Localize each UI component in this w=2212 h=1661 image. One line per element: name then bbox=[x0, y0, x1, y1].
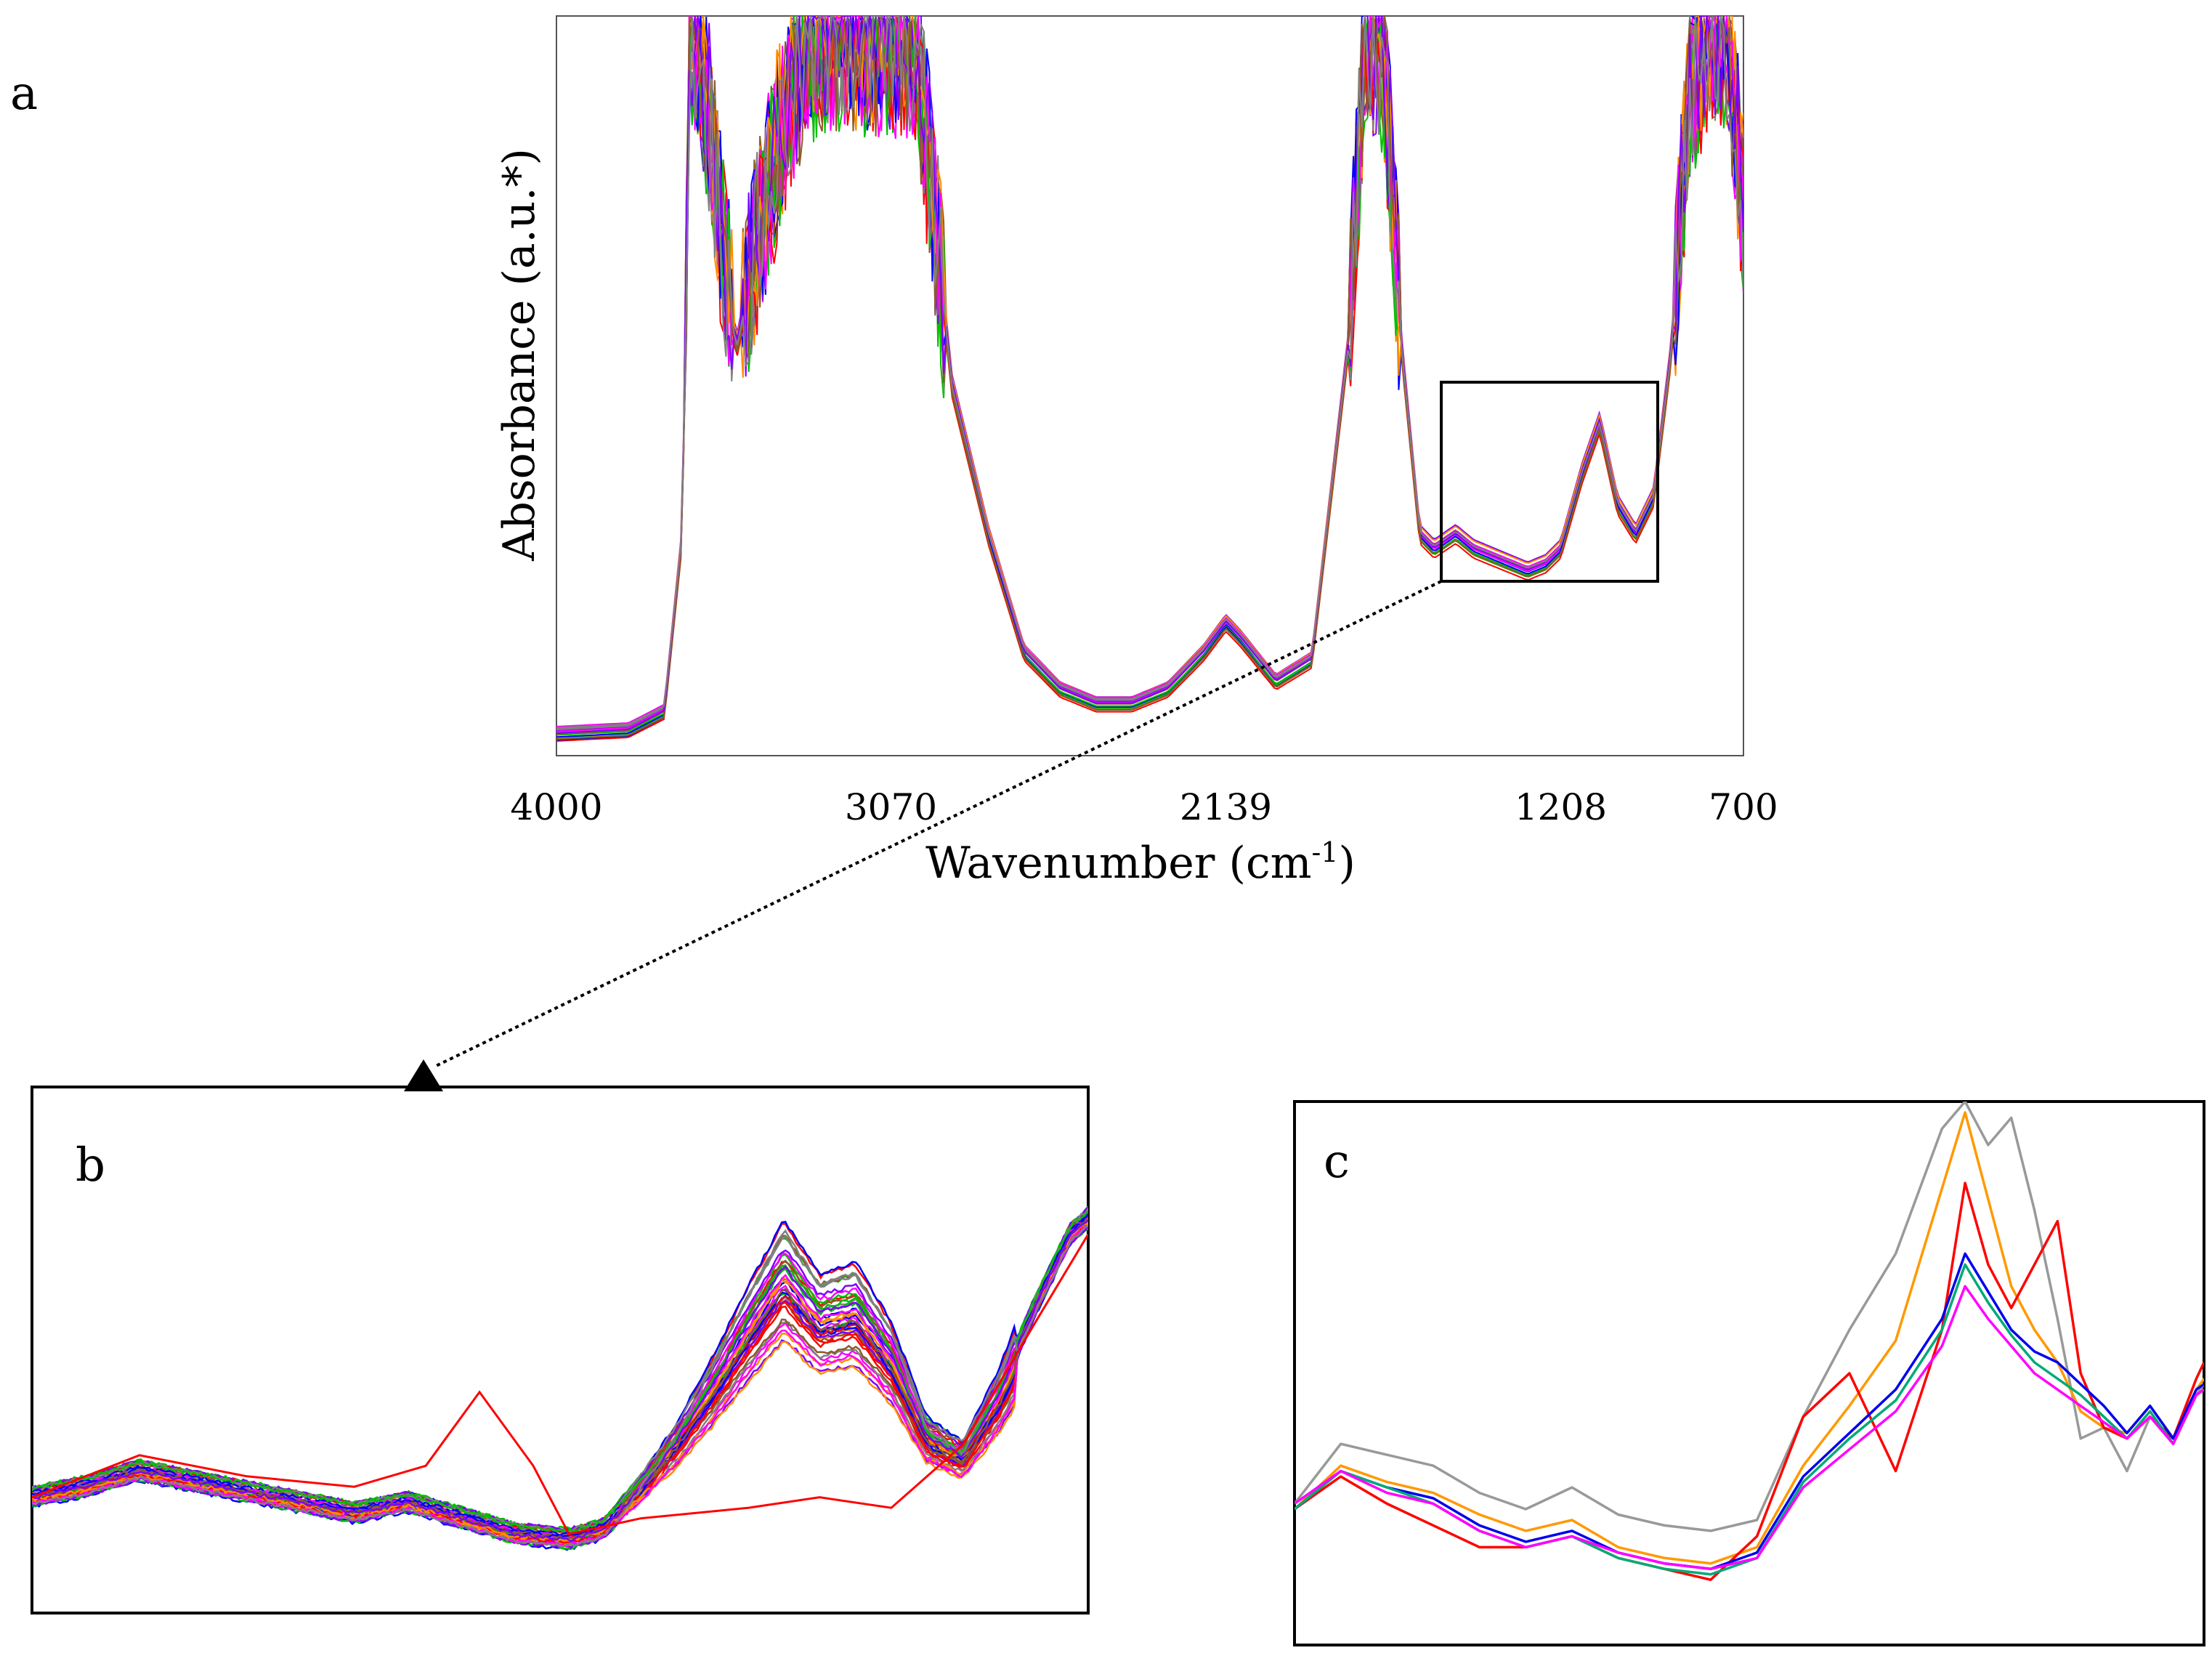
panel-c-frame bbox=[1293, 1100, 2205, 1646]
panel-letter-b: b bbox=[76, 1139, 105, 1192]
panel-b-spectrum-line bbox=[32, 1217, 1088, 1543]
panel-a-spectrum-line bbox=[556, 16, 1743, 735]
panel-c-series-red bbox=[1295, 1181, 2204, 1581]
panel-c-series-magenta bbox=[1295, 1285, 2204, 1571]
panel-a-x-tick-label: 3070 bbox=[845, 786, 937, 828]
panel-b-spectrum-line bbox=[32, 1219, 1088, 1543]
panel-a-x-tick-label: 1208 bbox=[1515, 786, 1607, 828]
panel-c-plot-area bbox=[1295, 1102, 2204, 1581]
panel-b-plot-area bbox=[32, 1205, 1088, 1551]
panel-a-zoom-box bbox=[1440, 381, 1659, 583]
panel-b-spectrum-line bbox=[32, 1224, 1088, 1546]
panel-a-spectrum-line bbox=[556, 16, 1743, 736]
panel-a-spectrum-line bbox=[556, 16, 1743, 729]
panel-a-spectrum-line bbox=[556, 16, 1743, 738]
panel-a-spectrum-line bbox=[556, 16, 1743, 732]
panel-a-frame bbox=[556, 15, 1744, 756]
panel-a-spectrum-line bbox=[556, 16, 1743, 730]
panel-b-spectrum-line bbox=[32, 1228, 1088, 1551]
panel-b-spectrum-line bbox=[32, 1222, 1088, 1545]
panel-a-spectrum-line bbox=[556, 16, 1743, 734]
panel-a-spectrum-line bbox=[556, 16, 1743, 727]
panel-a-spectrum-line bbox=[556, 16, 1743, 728]
panel-b-spectrum-line bbox=[32, 1224, 1088, 1547]
panel-b-spectrum-line bbox=[32, 1223, 1088, 1548]
panel-a-y-axis-title: Absorbance (a.u.*) bbox=[494, 148, 545, 562]
panel-a-spectrum-line bbox=[556, 16, 1743, 731]
panel-b-spectrum-line bbox=[32, 1222, 1088, 1546]
panel-a-spectrum-line bbox=[556, 16, 1743, 742]
panel-a-x-tick-label: 2139 bbox=[1180, 786, 1272, 828]
panel-c-series-orange bbox=[1295, 1111, 2204, 1565]
panel-a-x-tick-label: 700 bbox=[1709, 786, 1778, 828]
panel-b-spectrum-line bbox=[32, 1224, 1088, 1548]
panel-a-spectrum-line bbox=[556, 16, 1743, 732]
panel-b-spectrum-line bbox=[32, 1219, 1088, 1543]
panel-b-spectrum-line bbox=[32, 1221, 1088, 1545]
x-axis-title-superscript: -1 bbox=[1311, 836, 1338, 868]
panel-a-spectrum-line bbox=[556, 16, 1743, 734]
panel-a-x-axis-title: Wavenumber (cm-1) bbox=[925, 836, 1356, 889]
zoom-connector-line bbox=[434, 580, 1442, 1068]
panel-a-spectrum-line bbox=[556, 16, 1743, 732]
panel-b-spectrum-line bbox=[32, 1221, 1088, 1543]
panel-a-spectrum-line bbox=[556, 16, 1743, 740]
panel-c-series-green bbox=[1295, 1263, 2204, 1576]
panel-b-spectrum-line bbox=[32, 1223, 1088, 1546]
panel-a-spectrum-line bbox=[556, 16, 1743, 732]
panel-b-spectrum-line bbox=[32, 1216, 1088, 1542]
panel-letter-a: a bbox=[10, 67, 38, 121]
panel-letter-c: c bbox=[1324, 1135, 1350, 1189]
x-axis-title-main: Wavenumber (cm bbox=[925, 838, 1311, 889]
panel-c-series-gray bbox=[1295, 1102, 2204, 1532]
panel-a-plot-area bbox=[556, 16, 1743, 742]
panel-a-spectrum-line bbox=[556, 16, 1743, 741]
panel-b-spectrum-line bbox=[32, 1225, 1088, 1549]
panel-b-spectrum-line bbox=[32, 1224, 1088, 1548]
panel-a-spectrum-line bbox=[556, 16, 1743, 730]
panel-a-spectrum-line bbox=[556, 16, 1743, 740]
panel-a-spectrum-line bbox=[556, 16, 1743, 731]
panel-a-x-ticks: 4000 3070 2139 1208 700 bbox=[510, 786, 1778, 828]
panel-a-spectrum-line bbox=[556, 16, 1743, 740]
panel-b-frame bbox=[31, 1086, 1090, 1614]
panel-b-spectrum-line bbox=[32, 1221, 1088, 1544]
panel-b-spectrum-line bbox=[32, 1219, 1088, 1543]
zoom-connector-arrowhead bbox=[404, 1059, 443, 1091]
panel-b-spectrum-line bbox=[32, 1226, 1088, 1551]
panel-a-spectrum-line bbox=[556, 16, 1743, 738]
panel-a-spectrum-line bbox=[556, 16, 1743, 728]
panel-a-spectrum-line bbox=[556, 16, 1743, 729]
x-axis-title-close: ) bbox=[1339, 838, 1356, 889]
panel-a-x-tick-label: 4000 bbox=[510, 786, 602, 828]
panel-c-series-blue bbox=[1295, 1252, 2204, 1571]
panel-b-spectrum-line bbox=[32, 1219, 1088, 1543]
panel-b-outlier-spectrum-line bbox=[32, 1233, 1088, 1536]
